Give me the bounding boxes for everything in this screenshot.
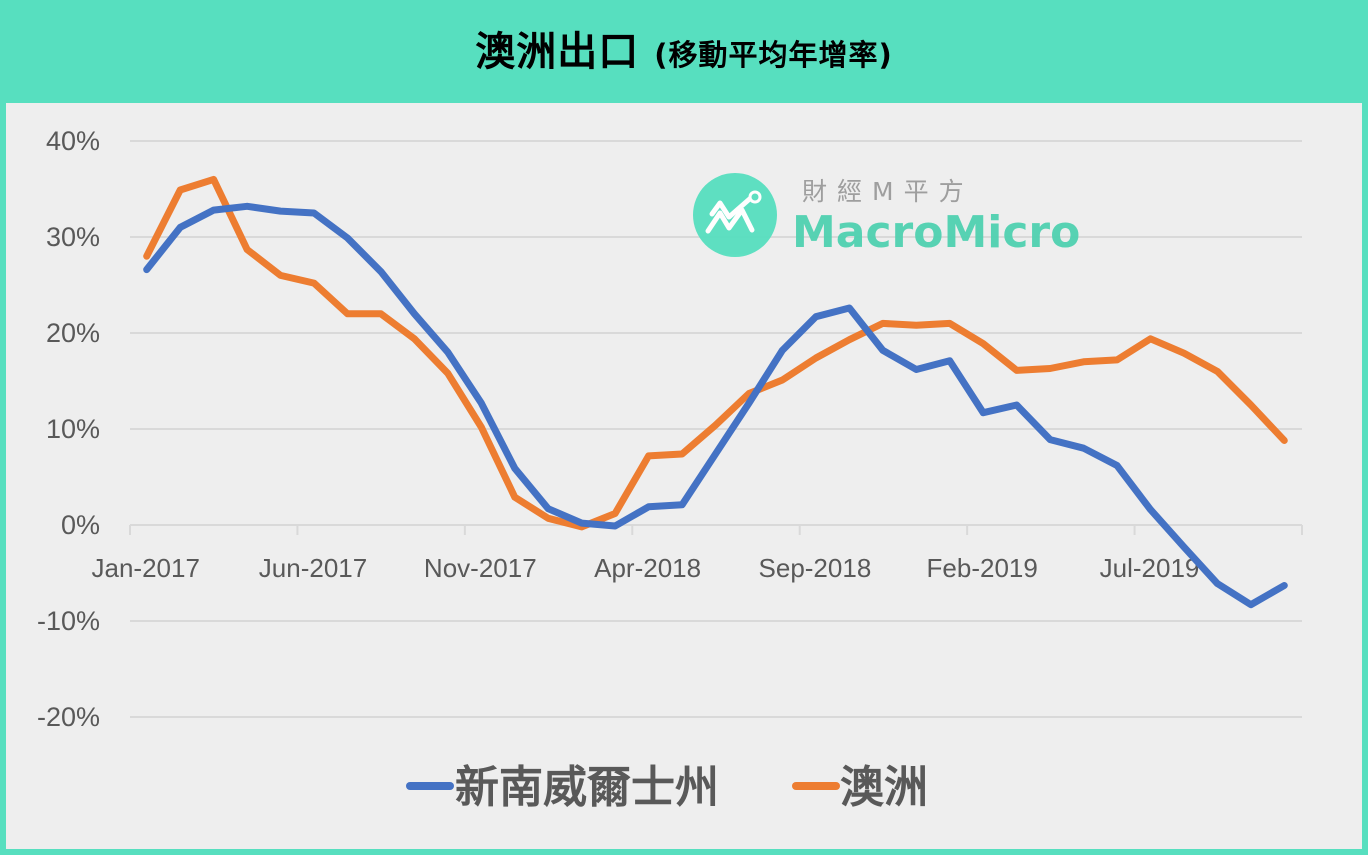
chart-header: 澳洲出口 (移動平均年增率)	[0, 0, 1368, 103]
y-tick-label: 30%	[46, 222, 100, 252]
watermark-english: MacroMicro	[792, 207, 1080, 258]
x-tick-label: Sep-2018	[759, 553, 872, 583]
x-tick-label: Feb-2019	[927, 553, 1038, 583]
x-tick-label: Jan-2017	[91, 553, 199, 583]
legend-label-nsw: 新南威爾士州	[455, 762, 719, 813]
legend: 新南威爾士州 澳洲	[406, 762, 928, 813]
series-line-nsw	[143, 202, 1288, 609]
x-axis: Jan-2017 Jun-2017 Nov-2017 Apr-2018 Sep-2018…	[91, 524, 1303, 583]
x-tick-label: Jun-2017	[259, 553, 367, 583]
macromicro-logo-icon	[693, 173, 777, 257]
legend-item-nsw[interactable]: 新南威爾士州	[406, 762, 719, 813]
data-series	[143, 175, 1288, 609]
x-tick-label: Apr-2018	[594, 553, 701, 583]
y-tick-label: -10%	[37, 606, 100, 636]
y-tick-label: -20%	[37, 702, 100, 732]
x-tick-label: Nov-2017	[424, 553, 537, 583]
chart-panel	[6, 103, 1362, 849]
legend-label-australia: 澳洲	[840, 762, 928, 813]
series-line-australia	[143, 175, 1288, 531]
y-axis-labels: 40% 30% 20% 10% 0% -10% -20%	[37, 126, 100, 732]
chart-title: 澳洲出口 (移動平均年增率)	[475, 19, 892, 77]
y-tick-label: 10%	[46, 414, 100, 444]
watermark: 財經M平方 MacroMicro	[693, 173, 1080, 258]
y-tick-label: 20%	[46, 318, 100, 348]
watermark-chinese: 財經M平方	[802, 177, 974, 206]
legend-item-australia[interactable]: 澳洲	[792, 762, 928, 813]
x-tick-label: Jul-2019	[1100, 553, 1200, 583]
chart-title-main: 澳洲出口	[475, 28, 640, 75]
y-tick-label: 40%	[46, 126, 100, 156]
chart-title-sub: (移動平均年增率)	[654, 37, 893, 72]
y-tick-label: 0%	[61, 510, 100, 540]
